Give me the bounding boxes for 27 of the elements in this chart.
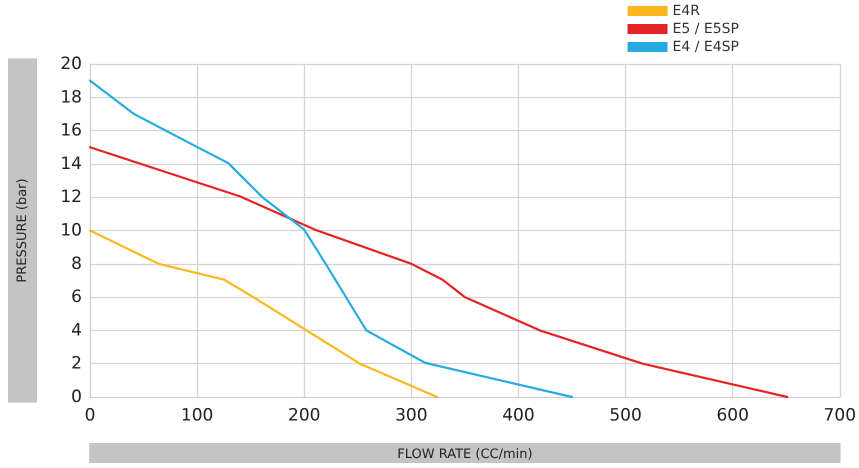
x-tick-label: 0	[84, 406, 96, 426]
line-series	[88, 229, 438, 398]
y-tick-label: 20	[60, 54, 82, 74]
y-tick-label: 0	[71, 387, 82, 407]
y-tick-label: 16	[60, 120, 82, 141]
x-tick-label: 700	[824, 406, 856, 426]
y-tick-label: 10	[60, 220, 82, 240]
y-tick-label: 6	[71, 287, 82, 308]
x-tick-label: 600	[716, 406, 749, 426]
y-tick-label: 8	[71, 254, 82, 274]
x-axis-title: FLOW RATE (CC/min)	[397, 447, 533, 462]
y-axis-title: PRESSURE (bar)	[15, 178, 30, 283]
line-series	[88, 146, 788, 398]
y-tick-label: 4	[71, 320, 82, 340]
y-tick-label: 18	[60, 87, 82, 108]
x-tick-label: 300	[395, 406, 428, 426]
line-series	[88, 80, 574, 398]
y-tick-label: 14	[60, 154, 82, 174]
x-tick-label: 500	[609, 406, 642, 426]
y-tick-label: 2	[71, 354, 82, 374]
x-tick-label: 400	[502, 406, 535, 426]
legend-label: E4R	[672, 3, 700, 19]
x-tick-label: 200	[288, 406, 320, 426]
legend-label: E5 / E5SP	[672, 21, 739, 37]
x-tick-label: 100	[180, 406, 214, 426]
legend-label: E4 / E4SP	[672, 39, 739, 55]
y-tick-label: 12	[60, 187, 82, 208]
